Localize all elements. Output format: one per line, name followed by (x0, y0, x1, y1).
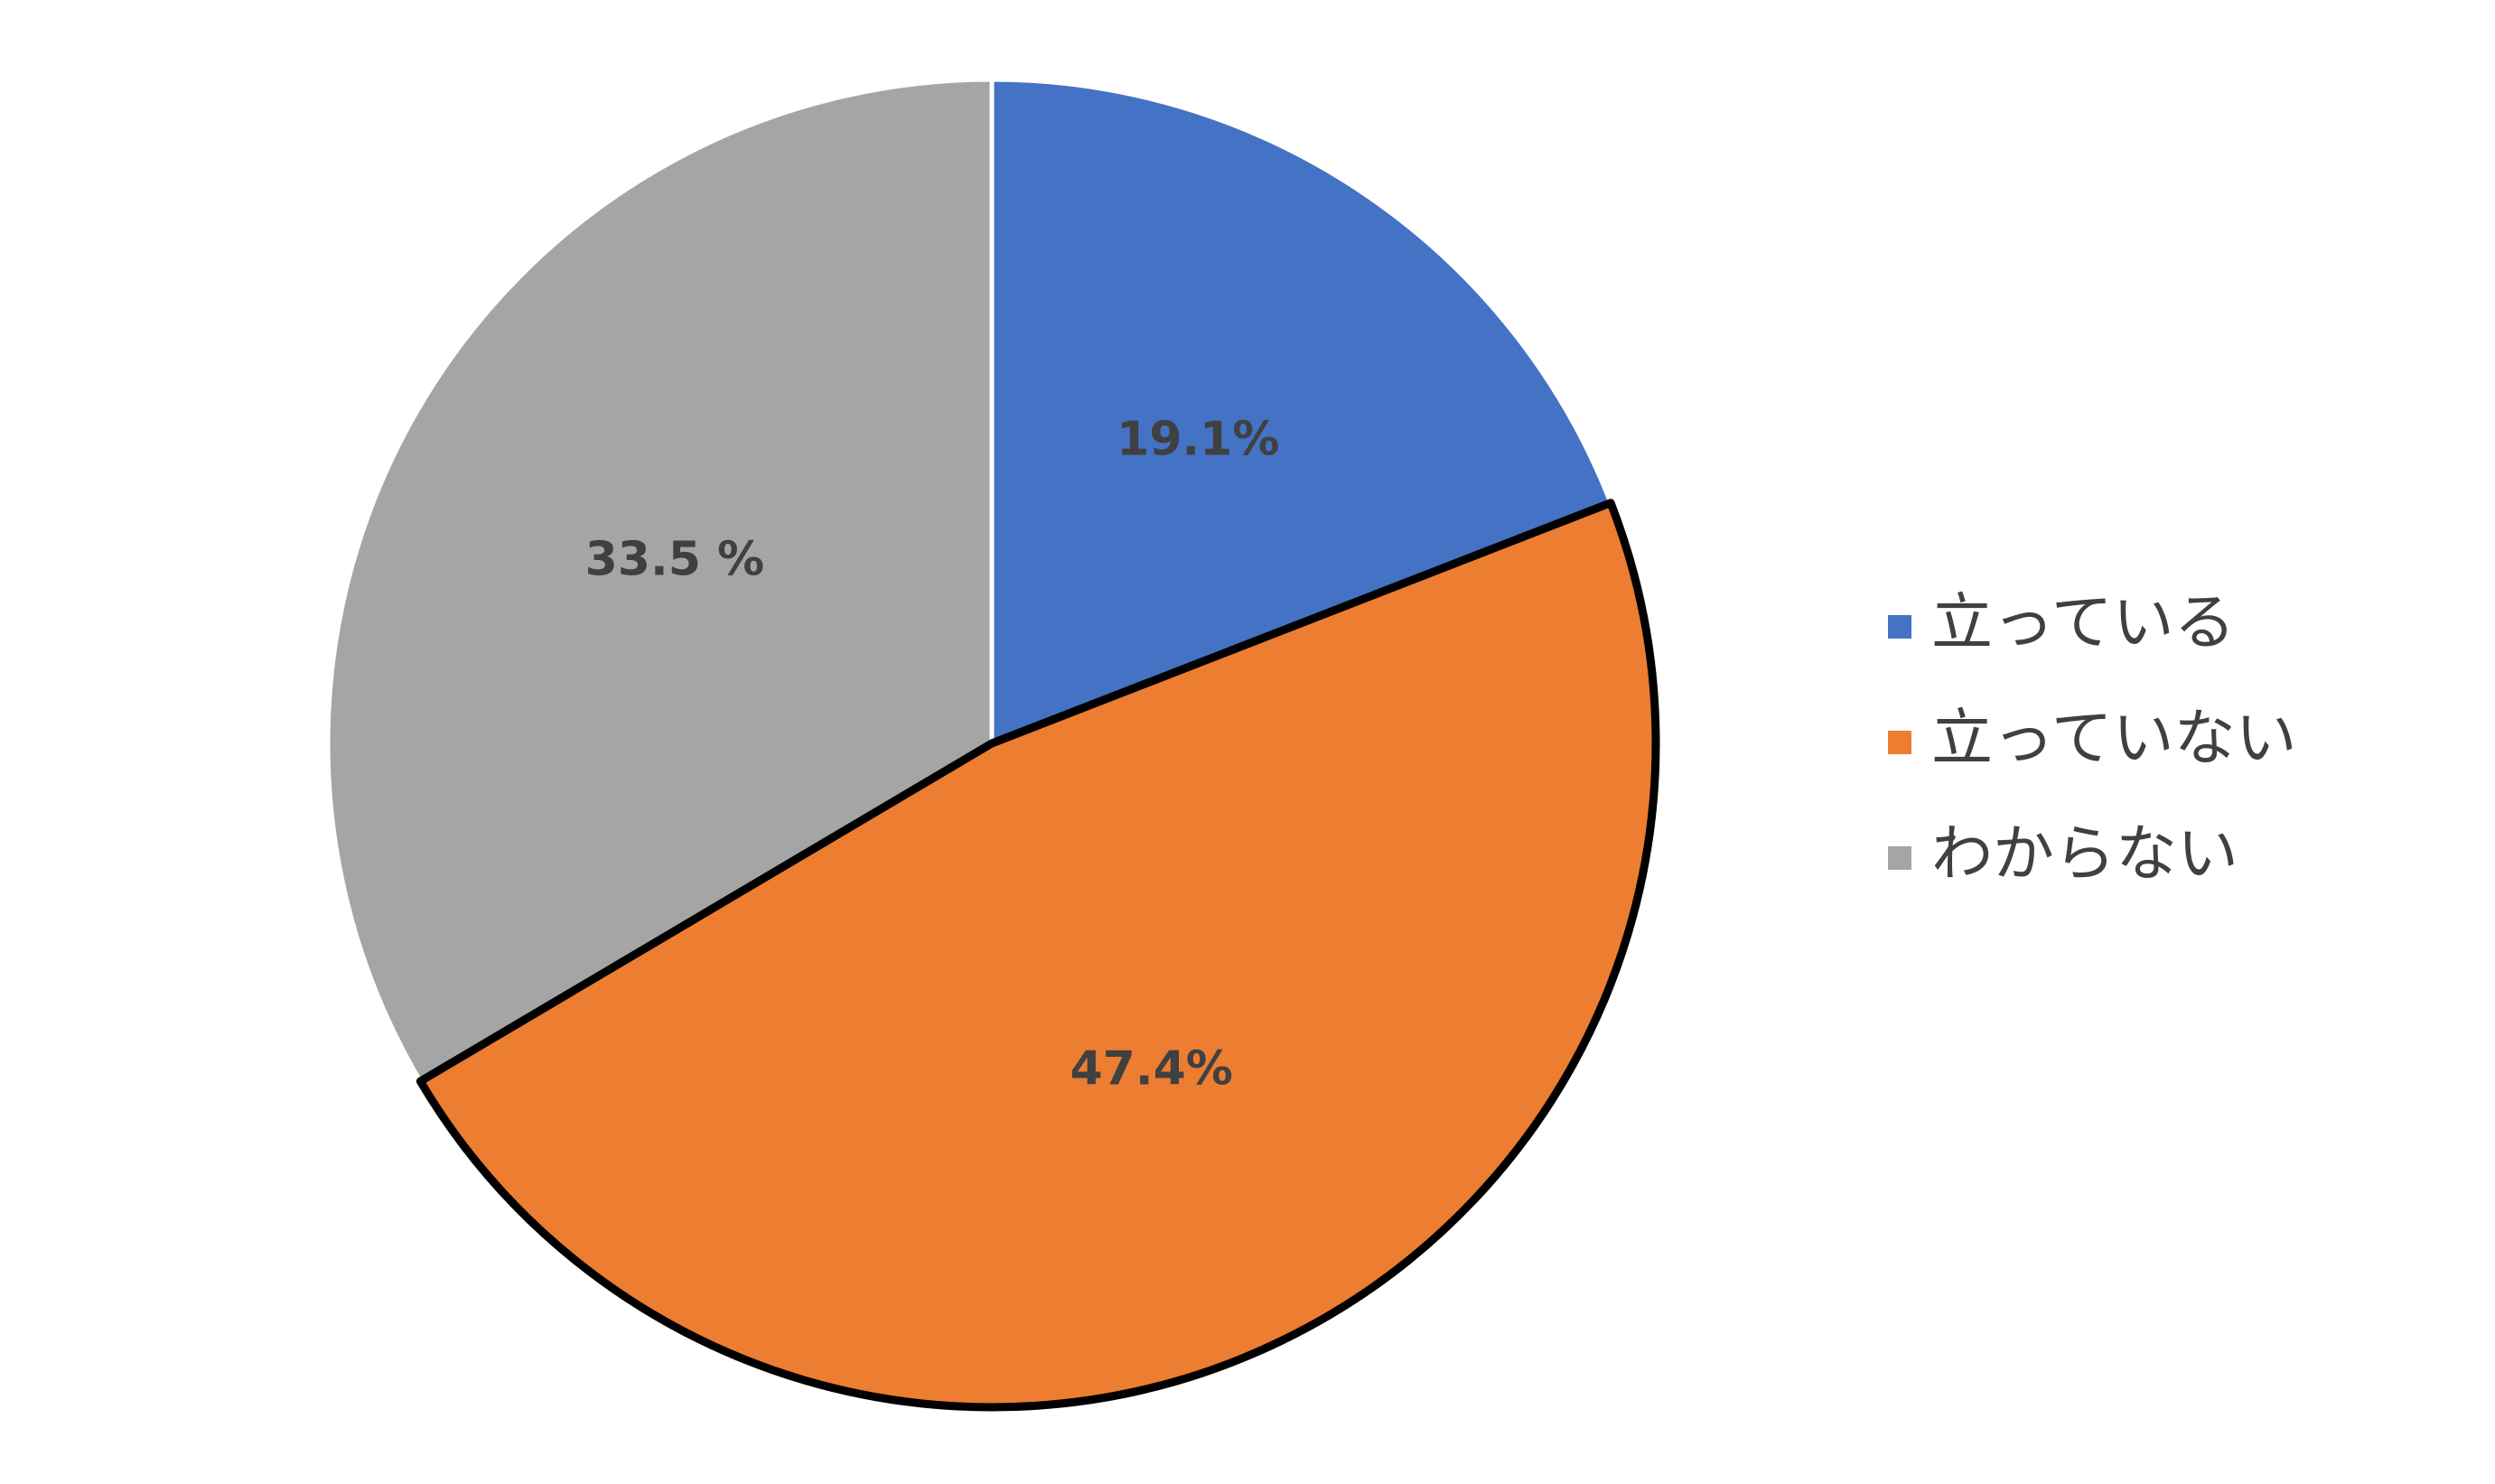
legend-label: 立っている (1931, 588, 2236, 659)
pie-slice (416, 499, 1660, 1412)
pie-slice (325, 77, 995, 1084)
pie-slice (989, 77, 1613, 746)
legend-swatch (1888, 615, 1911, 639)
data-label: 47.4% (1070, 1042, 1233, 1097)
legend-label: 立っていない (1931, 704, 2297, 775)
legend-swatch (1888, 846, 1911, 870)
slices (325, 77, 1660, 1412)
legend-label: わからない (1931, 819, 2238, 891)
legend-swatch (1888, 731, 1911, 754)
labels: 19.1% 47.4% 33.5 % (585, 412, 1280, 1096)
data-label: 19.1% (1117, 412, 1279, 466)
data-label: 33.5 % (585, 533, 765, 587)
